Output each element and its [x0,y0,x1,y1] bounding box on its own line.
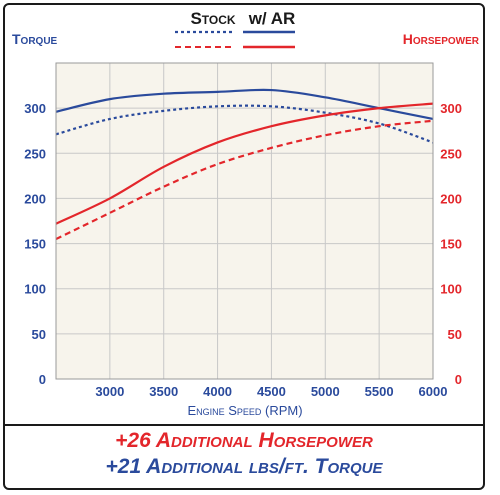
x-tick-label: 6000 [419,384,448,399]
y-left-tick-label: 250 [24,146,46,161]
summary-box: +26 Additional Horsepower +21 Additional… [3,428,485,480]
torque-ar-line [55,88,434,121]
y-left-tick-label: 0 [39,372,46,387]
right-axis-title: Horsepower [403,31,480,47]
series-lines [55,88,434,241]
x-tick-label: 4500 [257,384,286,399]
left-axis-title: Torque [12,31,58,47]
summary-horsepower: +26 Additional Horsepower [115,429,373,452]
y-left-tick-label: 100 [24,282,46,297]
tick-labels: 0501001502002503000501001502002503003000… [24,101,462,399]
y-right-tick-label: 50 [448,327,462,342]
dyno-chart: 0501001502002503000501001502002503003000… [12,9,480,418]
horsepower-ar-line [55,102,434,225]
x-axis-title: Engine Speed (RPM) [187,403,302,418]
legend-ar-label: w/ AR [248,9,296,28]
x-tick-label: 3500 [149,384,178,399]
x-tick-label: 3000 [95,384,124,399]
horsepower-stock-line [55,119,434,241]
y-right-tick-label: 150 [440,237,462,252]
y-right-tick-label: 250 [440,146,462,161]
x-tick-label: 5500 [365,384,394,399]
summary-divider [3,424,485,426]
y-right-tick-label: 100 [440,282,462,297]
y-right-tick-label: 0 [455,372,462,387]
y-left-tick-label: 150 [24,237,46,252]
y-left-tick-label: 50 [32,327,46,342]
y-left-tick-label: 200 [24,191,46,206]
y-right-tick-label: 200 [440,191,462,206]
y-left-tick-label: 300 [24,101,46,116]
legend-stock-label: Stock [190,9,235,28]
x-tick-label: 4000 [203,384,232,399]
summary-torque: +21 Additional lbs/ft. Torque [105,455,383,478]
y-right-tick-label: 300 [440,101,462,116]
x-tick-label: 5000 [311,384,340,399]
plot-area [56,63,433,379]
plot-border [55,62,434,380]
torque-stock-line [55,104,434,144]
